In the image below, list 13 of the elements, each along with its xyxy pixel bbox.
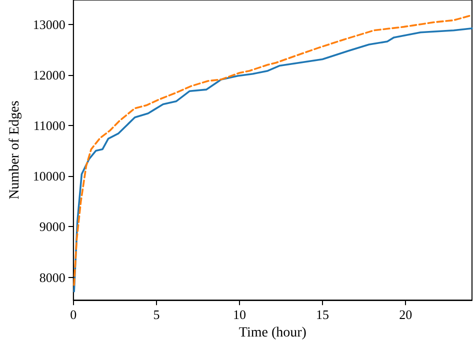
x-axis-title: Time (hour)	[238, 326, 307, 340]
x-tick-label: 5	[153, 307, 160, 322]
x-tick-label: 20	[399, 307, 412, 322]
y-tick-label: 13000	[32, 16, 66, 32]
y-axis-title: Number of Edges	[8, 100, 22, 200]
x-tick-label: 10	[232, 307, 246, 322]
y-tick-label: 12000	[32, 67, 66, 82]
x-tick-label: 0	[70, 307, 77, 322]
y-tick-label: 10000	[32, 168, 66, 184]
y-tick-label: 9000	[39, 219, 66, 234]
y-tick-label: 11000	[33, 118, 66, 134]
x-tick-label: 15	[316, 307, 330, 322]
y-tick-label: 8000	[39, 270, 66, 285]
